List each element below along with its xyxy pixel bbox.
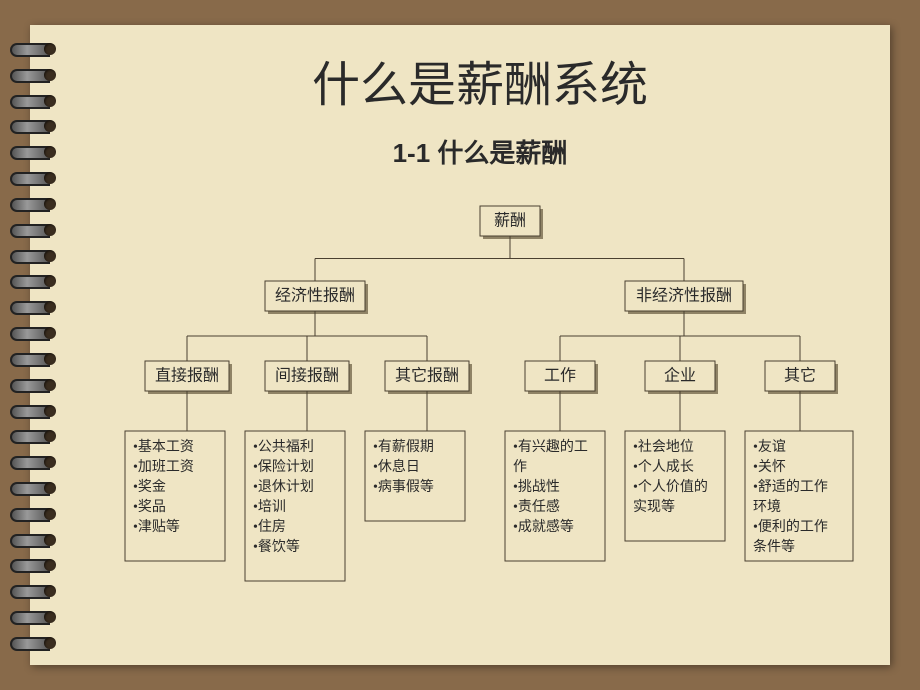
- leaf-box-0-item: •基本工资: [133, 438, 194, 455]
- spiral-binding: [10, 25, 70, 665]
- leaf-box-0-item: •奖金: [133, 478, 166, 495]
- spiral-ring: [10, 583, 54, 597]
- leaf-box-5-item: 环境: [753, 499, 781, 515]
- leaf-box-2-item: •休息日: [373, 458, 420, 475]
- level3-node-label: 间接报酬: [275, 367, 339, 385]
- spiral-ring: [10, 273, 54, 287]
- level2-node-label: 经济性报酬: [275, 287, 355, 305]
- root-node-label: 薪酬: [494, 212, 526, 230]
- spiral-ring: [10, 635, 54, 649]
- spiral-ring: [10, 403, 54, 417]
- spiral-ring: [10, 609, 54, 623]
- leaf-box-5-item: •友谊: [753, 439, 786, 455]
- leaf-box-2-item: •病事假等: [373, 478, 434, 495]
- leaf-box-4-item: •个人成长: [633, 459, 694, 475]
- leaf-box-4-item: •个人价值的: [633, 479, 708, 495]
- leaf-box-1-item: •餐饮等: [253, 538, 300, 555]
- spiral-ring: [10, 93, 54, 107]
- level2-node-label: 非经济性报酬: [636, 287, 732, 305]
- spiral-ring: [10, 299, 54, 313]
- level3-node-label: 企业: [664, 367, 696, 385]
- level3-node-label: 工作: [544, 367, 576, 385]
- spiral-ring: [10, 41, 54, 55]
- spiral-ring: [10, 557, 54, 571]
- spiral-ring: [10, 118, 54, 132]
- leaf-box-1-item: •住房: [253, 519, 286, 535]
- leaf-box-1-item: •保险计划: [253, 459, 314, 475]
- notebook-page: 什么是薪酬系统 1-1 什么是薪酬 薪酬经济性报酬 非经济性报酬直接报酬 间接报酬 其…: [30, 25, 890, 665]
- spiral-ring: [10, 144, 54, 158]
- spiral-ring: [10, 428, 54, 442]
- spiral-ring: [10, 506, 54, 520]
- spiral-ring: [10, 325, 54, 339]
- leaf-box-3-item: •挑战性: [513, 479, 560, 495]
- leaf-box-5-item: •舒适的工作: [753, 479, 828, 495]
- leaf-box-3-item: •有兴趣的工: [513, 439, 588, 455]
- leaf-box-2-item: •有薪假期: [373, 439, 434, 455]
- leaf-box-1-item: •退休计划: [253, 479, 314, 495]
- spiral-ring: [10, 377, 54, 391]
- leaf-box-3-item: •责任感: [513, 498, 560, 515]
- leaf-box-1-item: •培训: [253, 499, 286, 515]
- leaf-box-0-item: •奖品: [133, 498, 166, 515]
- leaf-box-5-item: •便利的工作: [753, 519, 828, 535]
- spiral-ring: [10, 532, 54, 546]
- leaf-box-4-item: 实现等: [633, 498, 675, 515]
- level3-node-label: 直接报酬: [155, 367, 219, 385]
- spiral-ring: [10, 196, 54, 210]
- spiral-ring: [10, 248, 54, 262]
- spiral-ring: [10, 222, 54, 236]
- spiral-ring: [10, 351, 54, 365]
- leaf-box-0-item: •加班工资: [133, 459, 194, 475]
- leaf-box-1-item: •公共福利: [253, 439, 314, 455]
- level3-node-label: 其它报酬: [395, 367, 459, 385]
- leaf-box-0-item: •津贴等: [133, 518, 180, 535]
- section-subtitle: 1-1 什么是薪酬: [90, 133, 870, 170]
- leaf-box-5-item: •关怀: [753, 459, 786, 475]
- spiral-ring: [10, 454, 54, 468]
- spiral-ring: [10, 480, 54, 494]
- leaf-box-5-item: 条件等: [753, 538, 795, 555]
- leaf-box-3-item: •成就感等: [513, 518, 574, 535]
- level3-node-label: 其它: [784, 367, 816, 385]
- spiral-ring: [10, 170, 54, 184]
- hierarchy-diagram: 薪酬经济性报酬 非经济性报酬直接报酬 间接报酬 其它报酬 工作 企业 其它 •基本工资 •加班工…: [90, 186, 870, 606]
- main-title: 什么是薪酬系统: [90, 45, 870, 115]
- spiral-ring: [10, 67, 54, 81]
- leaf-box-3-item: 作: [513, 459, 527, 475]
- slide-content: 什么是薪酬系统 1-1 什么是薪酬 薪酬经济性报酬 非经济性报酬直接报酬 间接报酬 其…: [90, 45, 870, 645]
- leaf-box-4-item: •社会地位: [633, 439, 694, 455]
